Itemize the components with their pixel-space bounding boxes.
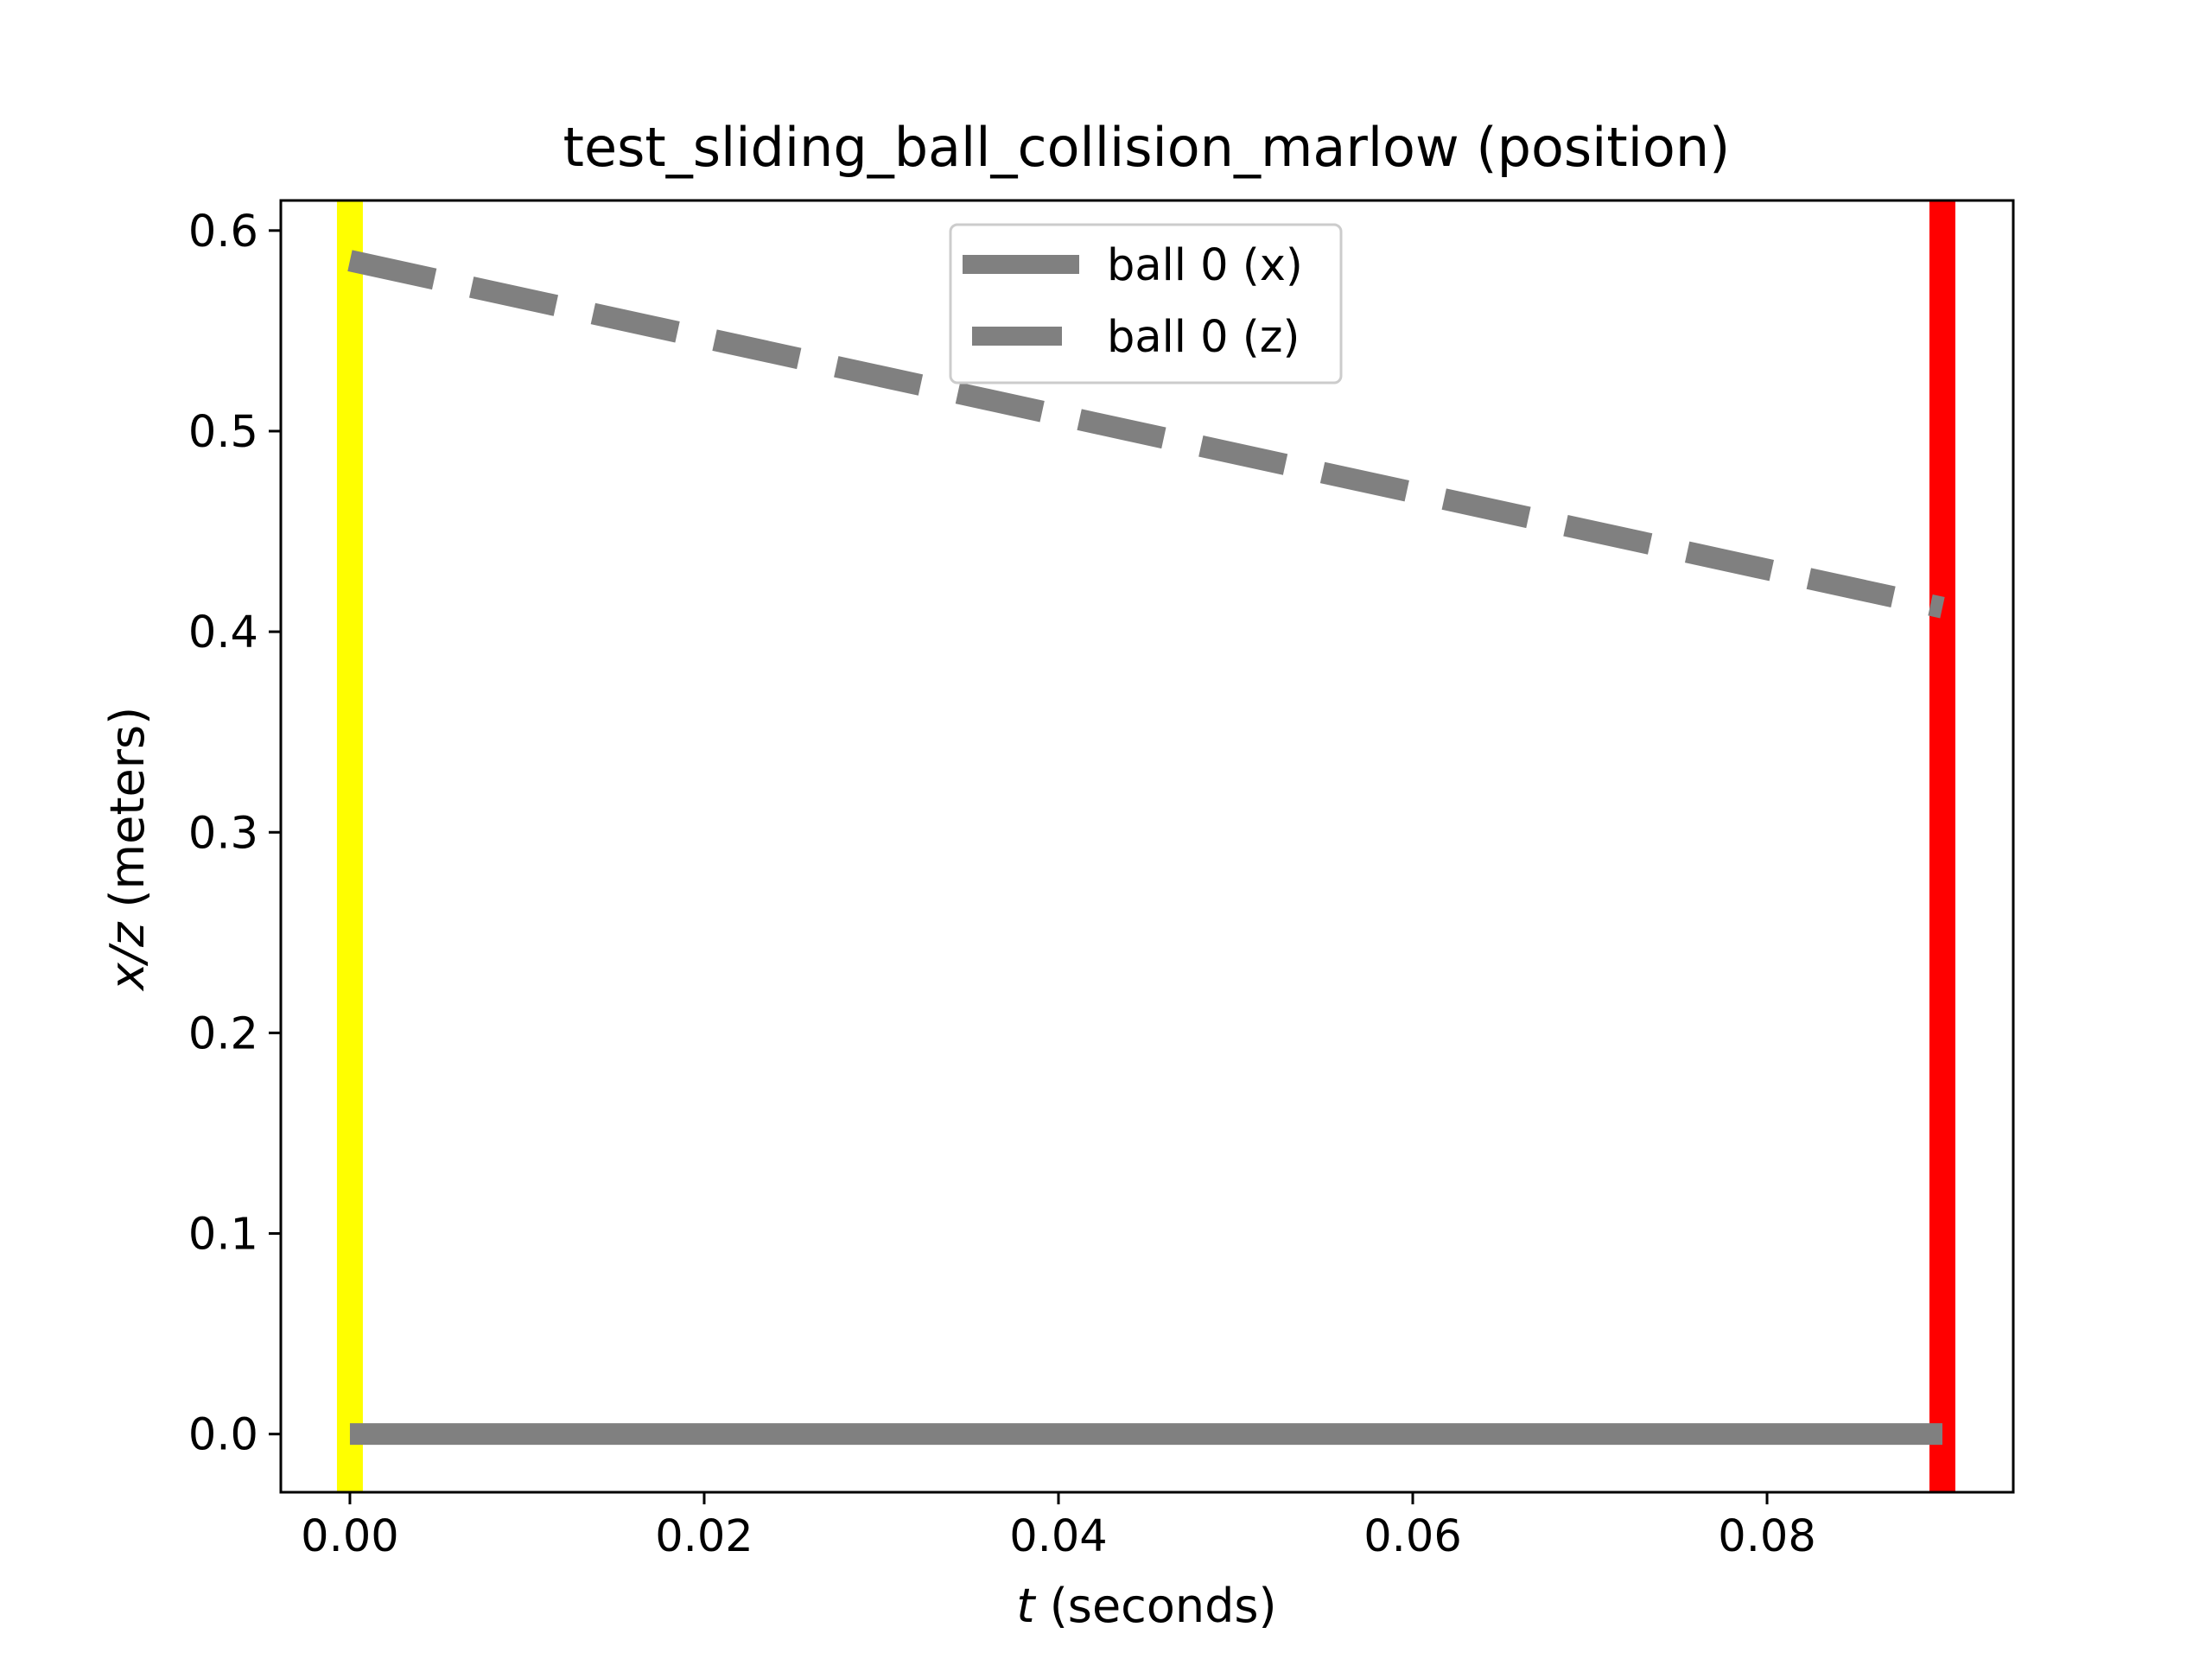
y-axis-unit: (meters) (100, 707, 155, 923)
y-tick-label: 0.2 (188, 1008, 258, 1059)
legend-label-ball-0-x: ball 0 (x) (1107, 240, 1303, 291)
plot-marks (336, 200, 1955, 1492)
plot-area (279, 199, 2015, 1494)
y-tick-label: 0.0 (188, 1410, 258, 1461)
y-tick-label: 0.5 (188, 407, 258, 458)
y-axis-variable: x/z (100, 921, 155, 992)
x-axis-unit: (seconds) (1035, 1579, 1277, 1633)
x-axis-variable: t (1016, 1579, 1036, 1633)
x-axis-label: t (seconds) (1016, 1579, 1276, 1633)
series-line-ball-0-z (347, 250, 1945, 619)
x-axis-ticks: 0.00 0.02 0.04 0.06 0.08 (301, 1492, 1816, 1562)
x-tick-label: 0.02 (655, 1511, 753, 1562)
x-tick-label: 0.08 (1718, 1511, 1816, 1562)
x-tick-label: 0.04 (1009, 1511, 1108, 1562)
y-axis-ticks: 0.0 0.1 0.2 0.3 0.4 0.5 0.6 (188, 207, 281, 1461)
plot-frame (279, 199, 2015, 1494)
x-tick-label: 0.00 (301, 1511, 399, 1562)
chart-title: test_sliding_ball_collision_marlow (posi… (563, 116, 1731, 179)
y-axis-label: x/z (meters) (100, 707, 155, 992)
y-tick-label: 0.4 (188, 607, 258, 658)
x-tick-label: 0.06 (1363, 1511, 1462, 1562)
legend: ball 0 (x) ball 0 (z) (949, 223, 1343, 385)
legend-label-ball-0-z: ball 0 (z) (1107, 312, 1300, 363)
y-tick-label: 0.6 (188, 207, 258, 257)
y-tick-label: 0.3 (188, 808, 258, 859)
y-tick-label: 0.1 (188, 1210, 258, 1261)
